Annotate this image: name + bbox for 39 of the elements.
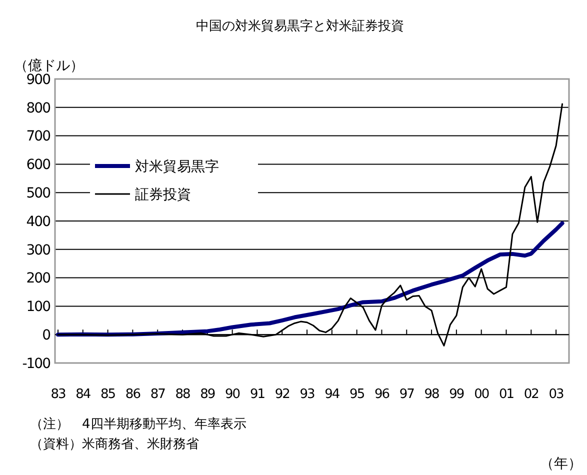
y-tick-label: 700 — [26, 128, 50, 145]
y-tick-label: 500 — [26, 186, 50, 202]
x-tick-label: 01 — [498, 387, 514, 402]
y-tick-label: 300 — [26, 242, 50, 258]
legend-label: 証券投資 — [135, 186, 191, 203]
text: （資料）米商務省、米財務省 — [30, 437, 199, 452]
x-tick-label: 02 — [524, 387, 538, 402]
y-tick-label: 200 — [26, 270, 50, 287]
x-axis-title: （年） — [540, 456, 582, 472]
y-tick-label: -100 — [22, 356, 50, 372]
x-tick-label: 96 — [374, 387, 390, 402]
x-tick-label: 88 — [175, 387, 190, 402]
x-tick-label: 91 — [250, 387, 266, 402]
text: （注） 4四半期移動平均、年率表示 — [30, 416, 246, 432]
y-tick-label: 800 — [26, 100, 50, 116]
x-tick-label: 03 — [548, 387, 564, 402]
x-tick-label: 85 — [100, 387, 116, 402]
x-tick-label: 86 — [125, 387, 141, 402]
x-tick-label: 97 — [399, 387, 415, 402]
legend-label: 対米貿易黒字 — [135, 158, 219, 175]
y-tick-label: 900 — [26, 72, 50, 88]
x-tick-label: 00 — [474, 387, 490, 402]
x-tick-label: 92 — [274, 387, 290, 402]
x-tick-label: 93 — [300, 387, 316, 402]
x-tick-label: 89 — [200, 387, 216, 402]
x-tick-label: 95 — [350, 387, 365, 402]
x-tick-label: 90 — [225, 387, 240, 402]
y-tick-label: 600 — [26, 157, 50, 174]
y-axis-title: （億ドル） — [14, 58, 84, 74]
x-tick-label: 83 — [50, 387, 66, 402]
y-tick-label: 400 — [26, 214, 50, 230]
x-tick-label: 94 — [324, 387, 340, 402]
y-tick-label: 100 — [26, 299, 50, 316]
x-tick-label: 99 — [449, 387, 464, 402]
x-tick-label: 87 — [150, 387, 166, 402]
y-tick-label: 0 — [42, 328, 50, 344]
x-tick-label: 98 — [424, 387, 440, 402]
chart-title: 中国の対米貿易黒字と対米証券投資 — [196, 18, 404, 34]
x-tick-label: 84 — [76, 387, 91, 402]
